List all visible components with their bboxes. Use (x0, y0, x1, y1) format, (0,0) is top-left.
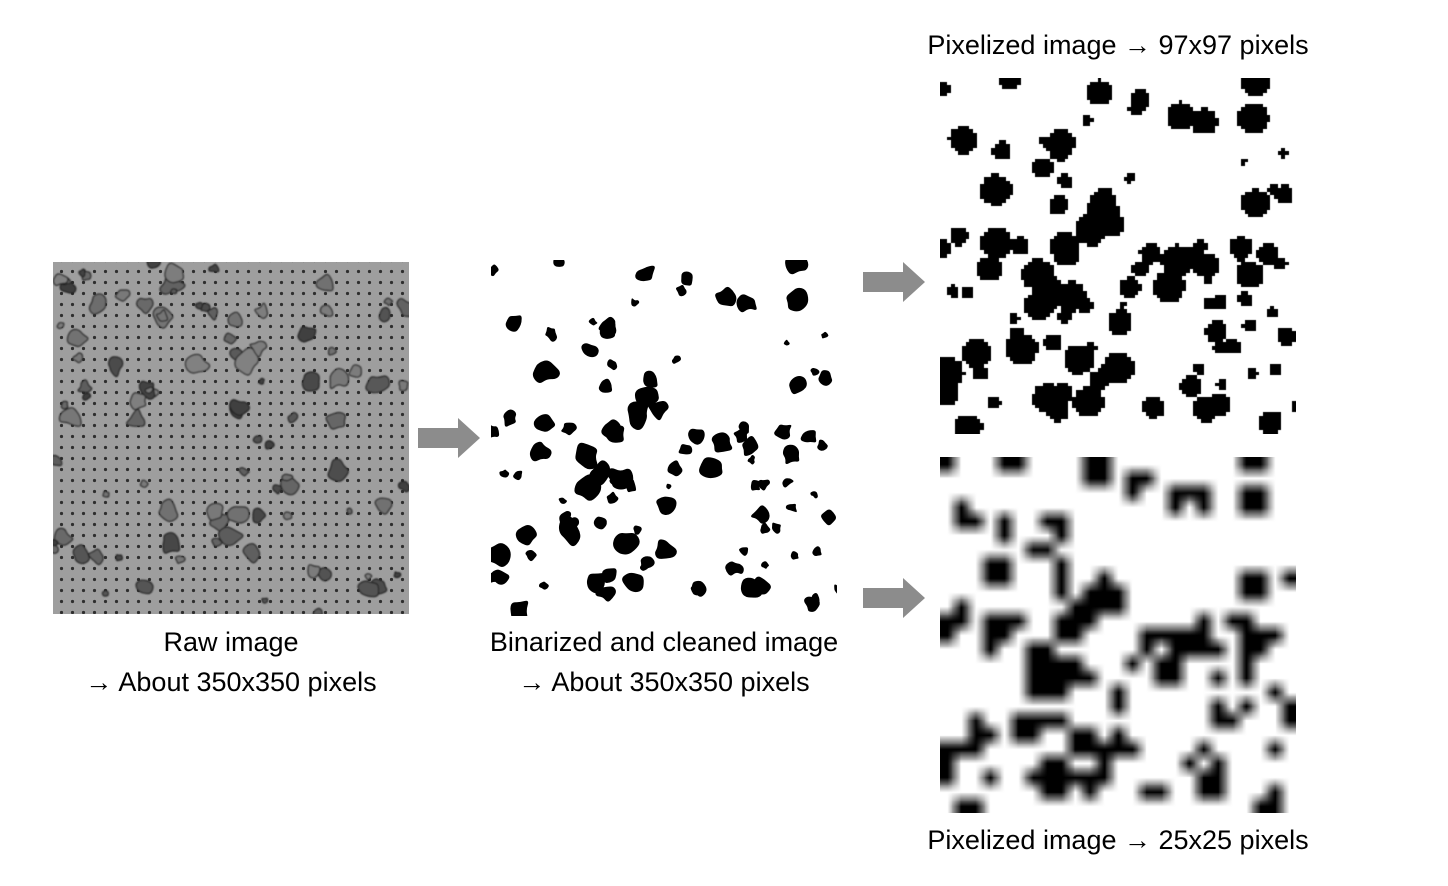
pixelized-97-caption: Pixelized image → 97x97 pixels (927, 30, 1309, 60)
raw-image (53, 262, 409, 614)
binarized-image (491, 260, 837, 616)
raw-image-caption: Raw image → About 350x350 pixels (31, 622, 431, 702)
raw-caption-size: → About 350x350 pixels (85, 667, 377, 697)
binarized-caption-size: → About 350x350 pixels (518, 667, 810, 697)
binarized-image-caption: Binarized and cleaned image → About 350x… (444, 622, 884, 702)
arrow-right-icon (863, 578, 925, 618)
pixelized-97-image (940, 78, 1296, 434)
raw-caption-title: Raw image (163, 627, 299, 657)
binarized-caption-title: Binarized and cleaned image (489, 627, 839, 657)
arrow-right-icon (863, 262, 925, 302)
pixelized-25-caption: Pixelized image → 25x25 pixels (927, 825, 1309, 855)
pixelized-25-image (940, 457, 1296, 813)
arrow-right-icon (418, 418, 480, 458)
